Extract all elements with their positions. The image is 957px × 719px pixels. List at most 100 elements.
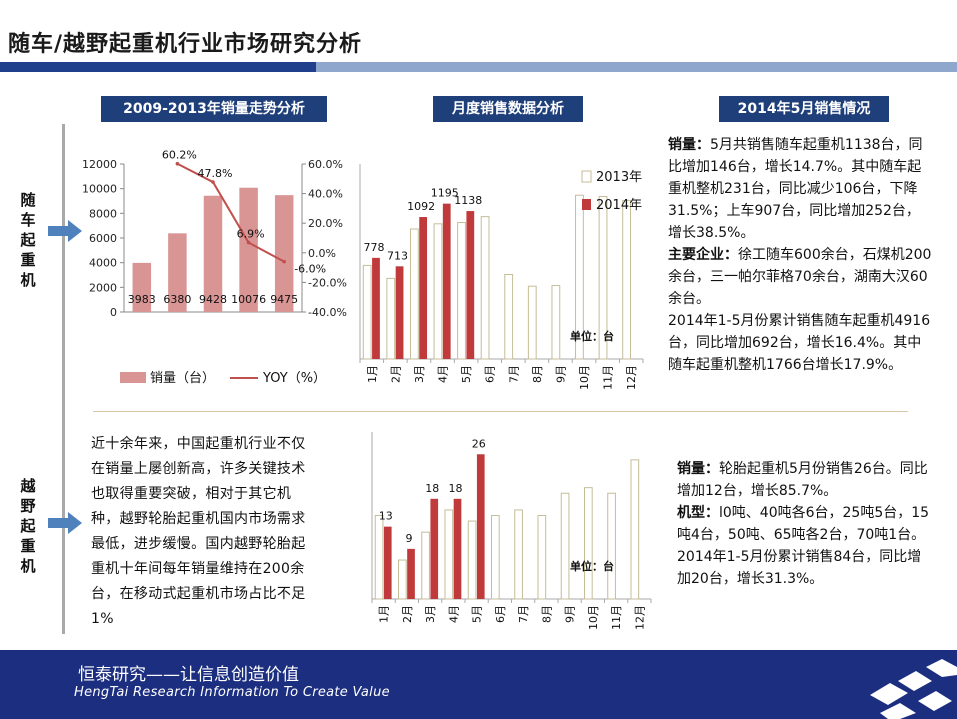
- yoy-label: -6.0%: [294, 263, 326, 276]
- yoy-point: [175, 161, 180, 166]
- page-title: 随车/越野起重机行业市场研究分析: [8, 32, 363, 57]
- x-tick-label: 1月: [378, 605, 391, 623]
- timeline-line: [62, 124, 65, 634]
- bar-2014-label: 1195: [431, 187, 459, 200]
- bar-2014-label: 13: [379, 510, 393, 523]
- x-tick-label: 11月: [610, 605, 623, 630]
- row-label-offroad-crane: 越野起重机: [20, 477, 36, 575]
- bar-2014: [442, 203, 451, 359]
- bar-2014: [383, 526, 392, 599]
- offroad-intro-text: 近十余年来，中国起重机行业不仅 在销量上屡创新高，许多关键技术 也取得重要突破，…: [91, 436, 306, 627]
- section-head-trend: 2009-2013年销量走势分析: [101, 96, 327, 122]
- left-tick-label: 2000: [89, 281, 117, 294]
- legend-label-2014: 2014年: [596, 198, 642, 213]
- offroad-sales-text: 销量：轮胎起重机5月份销售26台。同比增加12台，增长85.7%。 机型：l0吨…: [677, 458, 931, 590]
- arrow-right-icon: [48, 512, 82, 534]
- x-tick-label: 7月: [517, 605, 530, 623]
- bar-2014: [407, 548, 415, 599]
- legend-label-sales: 销量（台）: [150, 371, 215, 386]
- bar-sales: [239, 187, 258, 312]
- bar-2013: [362, 264, 372, 360]
- bar-2014: [372, 257, 380, 359]
- section-divider: [93, 411, 908, 412]
- bar-2013: [421, 531, 430, 600]
- yoy-line: [176, 162, 285, 263]
- yoy-point: [211, 180, 215, 184]
- bar-label: 3983: [128, 293, 156, 306]
- bar-2013: [491, 515, 500, 600]
- x-tick-label: 7月: [507, 365, 520, 383]
- bar-2014: [395, 266, 404, 359]
- section-head-monthly: 月度销售数据分析: [433, 96, 583, 122]
- unit-label: 单位：台: [570, 559, 614, 573]
- x-tick-label: 10月: [578, 365, 591, 390]
- truck-cumulative-text: 2014年1-5月份累计销售随车起重机4916台，同比增加692台，增长16.4…: [668, 313, 931, 373]
- bar-2014-label: 18: [449, 482, 463, 495]
- truck-sales-body: 5月共销售随车起重机1138台，同比增加146台，增长14.7%。其中随车起重机…: [668, 137, 923, 241]
- bar-2013: [386, 277, 396, 360]
- bar-2014-label: 713: [387, 249, 408, 262]
- right-tick-label: 40.0%: [308, 188, 343, 201]
- x-tick-label: 12月: [633, 605, 646, 630]
- bar-sales: [274, 195, 294, 312]
- yoy-label: 6.9%: [237, 228, 265, 241]
- yoy-point: [282, 259, 286, 264]
- left-tick-label: 12000: [82, 158, 117, 171]
- truck-annual-chart: 0 2000 4000 6000 8000 10000 12000 -40.0% -20.0% 0…: [82, 150, 347, 386]
- x-tick-label: 9月: [554, 365, 567, 383]
- left-tick-label: 0: [110, 306, 117, 319]
- bar-label: 10076: [231, 293, 266, 306]
- truck-sales-label: 销量：: [668, 137, 710, 153]
- bar-2013: [467, 520, 477, 600]
- right-tick-label: -20.0%: [308, 276, 347, 289]
- bar-2013: [560, 492, 570, 600]
- footer-band: [0, 650, 957, 719]
- yoy-point: [246, 240, 251, 245]
- bar-2013: [607, 492, 616, 600]
- right-tick-label: 0.0%: [308, 247, 336, 260]
- bar-2014-label: 26: [472, 437, 486, 450]
- offroad-model-body: l0吨、40吨各6台，25吨5台，15吨4台，50吨、65吨各2台，70吨1台。: [677, 505, 930, 543]
- truck-enterprise-body: 徐工随车600余台，石煤机200余台，三一帕尔菲格70余台，湖南大汉60余台。: [668, 247, 932, 307]
- title-underline-light: [316, 62, 957, 72]
- x-tick-label: 8月: [540, 605, 553, 623]
- x-tick-label: 6月: [484, 365, 497, 383]
- bar-label: 9475: [270, 293, 298, 306]
- bar-2013: [409, 228, 419, 360]
- x-tick-label: 5月: [471, 605, 484, 623]
- left-tick-label: 4000: [89, 257, 117, 270]
- right-tick-label: -40.0%: [308, 306, 347, 319]
- right-tick-label: 60.0%: [308, 158, 343, 171]
- bar-2013: [575, 194, 584, 360]
- bar-2013: [398, 559, 407, 600]
- left-tick-label: 10000: [82, 183, 117, 196]
- bar-2013: [527, 285, 537, 360]
- x-tick-label: 2月: [389, 365, 402, 383]
- bar-2014-label: 778: [363, 241, 384, 254]
- truck-monthly-chart: 778 1月 713 2月 1092 3月 1195 4月 1138 5月 6月 7月 8月 9月 10月 1…: [359, 164, 644, 390]
- x-tick-label: 12月: [625, 365, 638, 390]
- bar-2013: [433, 223, 443, 360]
- unit-label: 单位：台: [570, 329, 614, 343]
- bar-sales: [132, 262, 152, 312]
- x-tick-label: 5月: [460, 365, 473, 383]
- arrow-right-icon: [48, 220, 82, 242]
- legend-swatch-2013: [581, 170, 592, 183]
- yoy-label: 47.8%: [198, 167, 233, 180]
- footer-slogan-cn: 恒泰研究——让信息创造价值: [78, 665, 299, 685]
- bar-2014: [476, 454, 485, 599]
- bar-2014: [453, 498, 462, 599]
- title-underline-dark: [0, 62, 316, 72]
- bar-2013: [480, 216, 490, 360]
- legend-label-yoy: YOY（%）: [262, 371, 326, 386]
- bar-2013: [537, 515, 547, 600]
- legend-swatch-2014: [582, 199, 591, 210]
- left-tick-label: 8000: [89, 207, 117, 220]
- x-tick-label: 9月: [564, 605, 577, 623]
- x-tick-label: 2月: [401, 605, 414, 623]
- offroad-model-label: 机型：: [677, 505, 719, 521]
- bar-2013: [457, 222, 466, 360]
- offroad-sales-body: 轮胎起重机5月份销售26台。同比增加12台，增长85.7%。: [677, 461, 928, 499]
- bar-label: 6380: [163, 293, 191, 306]
- bar-2014-label: 9: [406, 532, 413, 545]
